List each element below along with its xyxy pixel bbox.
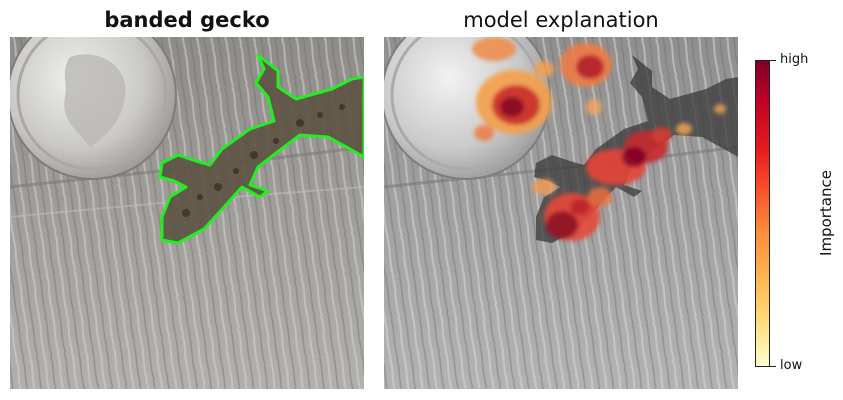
- explanation-heatmap-panel: [384, 37, 738, 389]
- gecko-photo: [10, 37, 364, 389]
- importance-colorbar: [755, 60, 770, 367]
- gecko-body: [160, 55, 364, 243]
- heatmap-overlay: [472, 37, 726, 241]
- left-panel-title: banded gecko: [104, 8, 270, 32]
- colorbar-axis-label: Importance: [817, 170, 835, 256]
- segmentation-outline: [158, 53, 364, 245]
- gecko-photo-panel: [10, 37, 364, 389]
- right-panel-title: model explanation: [463, 8, 659, 32]
- colorbar-high-label: high: [780, 52, 809, 67]
- colorbar-tick-high: [770, 60, 776, 61]
- colorbar-low-label: low: [780, 358, 803, 373]
- explanation-heatmap: [384, 37, 738, 389]
- colorbar-tick-low: [770, 366, 776, 367]
